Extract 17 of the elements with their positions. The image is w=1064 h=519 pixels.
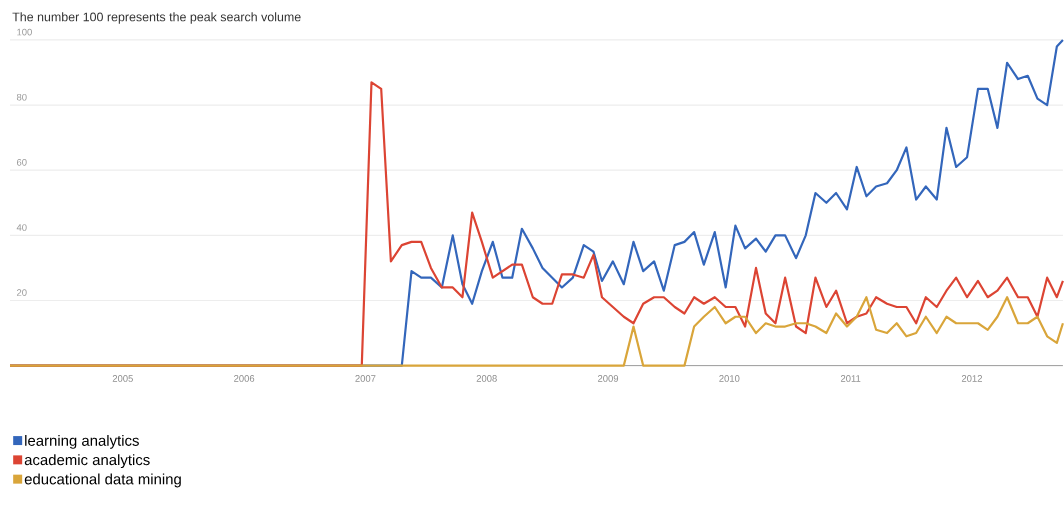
chart-title: The number 100 represents the peak search volume	[12, 11, 301, 24]
legend-label: educational data mining	[24, 473, 181, 488]
y-tick-label: 60	[16, 158, 27, 166]
x-tick-label: 2010	[719, 374, 740, 382]
x-tick-label: 2009	[597, 374, 619, 382]
x-tick-label: 2008	[476, 374, 497, 382]
y-tick-label: 80	[16, 93, 27, 101]
y-tick-label: 40	[16, 223, 27, 231]
y-tick-label: 20	[16, 289, 27, 296]
legend-label: learning analytics	[25, 434, 139, 449]
x-tick-label: 2007	[355, 374, 376, 382]
x-tick-label: 2012	[961, 374, 982, 382]
x-tick-label: 2005	[112, 374, 133, 382]
x-tick-label: 2006	[234, 374, 255, 382]
x-tick-label: 2011	[840, 374, 861, 382]
y-tick-label: 100	[17, 28, 32, 36]
legend-label: academic analytics	[24, 453, 150, 468]
